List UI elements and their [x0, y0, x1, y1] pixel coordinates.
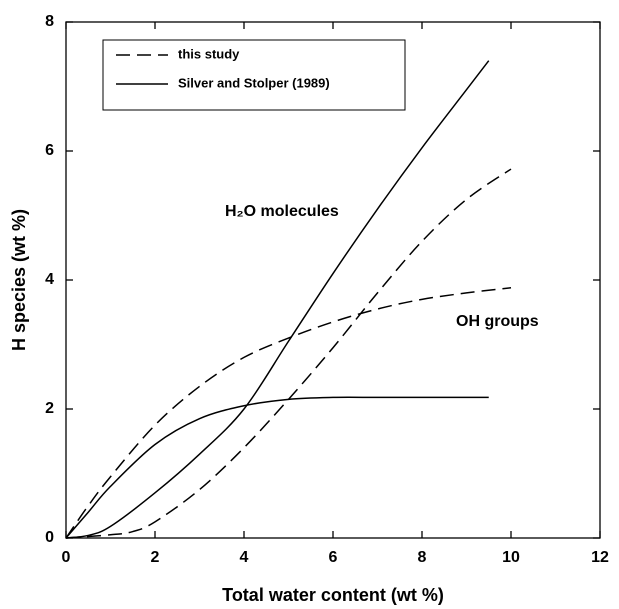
x-tick-label: 8: [418, 549, 427, 566]
x-axis-label: Total water content (wt %): [222, 585, 444, 605]
series-line: [65, 60, 490, 539]
annotation: OH groups: [456, 313, 539, 330]
legend: [102, 39, 406, 111]
x-tick-label: 2: [151, 549, 160, 566]
x-tick-label: 0: [62, 549, 71, 566]
y-tick-label: 2: [45, 400, 54, 417]
y-tick-label: 8: [45, 13, 54, 30]
y-axis-label: H species (wt %): [9, 209, 29, 351]
y-tick-label: 0: [45, 529, 54, 546]
legend-label: Silver and Stolper (1989): [178, 75, 330, 90]
y-tick-label: 4: [45, 271, 54, 288]
series-line: [65, 168, 512, 539]
x-tick-label: 10: [502, 549, 520, 566]
y-tick-label: 6: [45, 142, 54, 159]
x-tick-label: 6: [329, 549, 338, 566]
series-line: [65, 396, 489, 539]
annotation: H₂O molecules: [225, 203, 339, 220]
x-tick-label: 4: [240, 549, 249, 566]
series-line: [65, 286, 512, 539]
x-tick-label: 12: [591, 549, 609, 566]
legend-label: this study: [178, 46, 240, 61]
